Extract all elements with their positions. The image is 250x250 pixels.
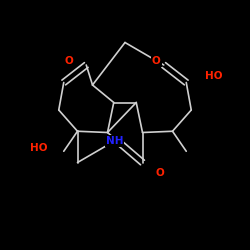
Text: O: O <box>152 56 160 66</box>
Text: O: O <box>64 56 73 66</box>
Text: HO: HO <box>30 143 48 153</box>
Text: O: O <box>156 168 164 177</box>
Text: NH: NH <box>106 136 123 146</box>
Text: HO: HO <box>205 71 222 81</box>
